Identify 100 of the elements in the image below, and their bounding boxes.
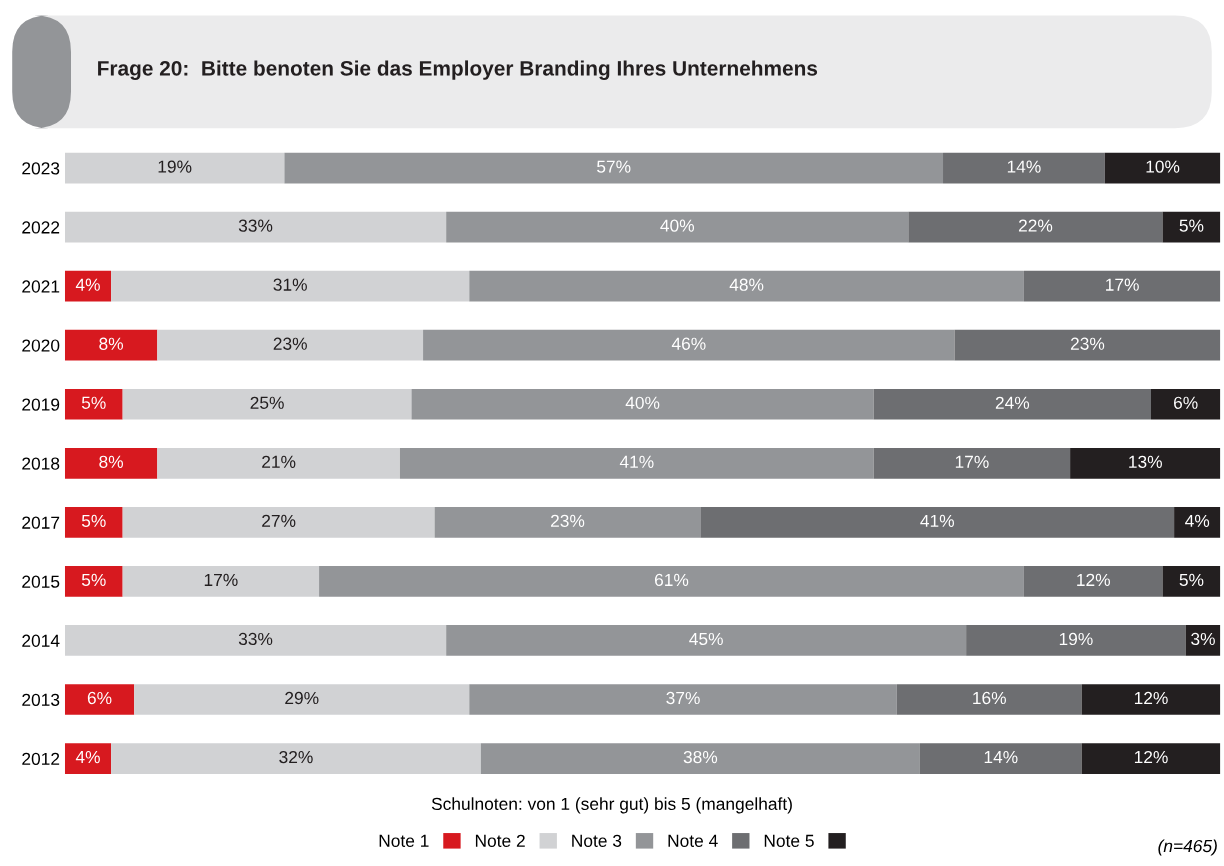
bar [122,507,435,538]
data-label: 4% [75,750,100,764]
bar [446,625,967,656]
data-label: 33% [238,632,273,646]
data-label: 5% [81,396,106,409]
bar [122,388,412,420]
bar [64,684,135,715]
bar [64,625,447,656]
data-label: 40% [625,396,660,409]
data-label: 24% [995,396,1030,409]
y-tick-label: 2019 [22,398,60,411]
bar [399,447,874,479]
bar [64,507,123,538]
bar [134,684,470,715]
chart-title: Frage 20: Bitte benoten Sie das Employer Branding Ihres Unternehmens [98,60,818,80]
data-label: 17% [204,573,238,586]
y-tick-label: 2015 [22,575,60,588]
bar [1162,566,1221,597]
bar [157,447,400,479]
bar [1151,388,1221,420]
data-label: 23% [1070,337,1105,350]
bar [919,743,1082,774]
data-label: 6% [1174,396,1198,409]
bar [1070,447,1221,479]
data-label: 37% [666,691,700,705]
y-tick-label: 2017 [22,516,60,529]
bar [1185,625,1221,656]
bar [434,507,701,538]
data-label: 23% [273,337,307,350]
y-tick-label: 2023 [22,162,60,175]
data-label: 17% [955,455,989,468]
y-tick-label: 2020 [22,339,60,352]
bar [908,211,1163,243]
data-label: 12% [1077,573,1110,586]
bar [896,684,1082,715]
bar [1081,743,1221,774]
data-label: 13% [1129,455,1162,468]
bar [1023,270,1221,302]
data-label: 14% [984,750,1018,764]
data-label: 19% [158,160,192,173]
data-label: 4% [75,278,100,291]
legend-label: Note 1 [379,834,429,847]
bar [319,566,1024,597]
data-label: 57% [597,160,631,173]
legend-label: Note 3 [572,834,622,847]
data-label: 61% [654,573,689,587]
data-label: 33% [238,219,273,232]
bar [423,329,955,361]
y-tick-label: 2021 [22,280,60,293]
data-label: 5% [81,514,106,528]
y-tick-label: 2012 [22,752,60,765]
data-label: 27% [262,514,296,527]
data-label: 4% [1185,514,1210,527]
data-label: 12% [1134,750,1168,764]
bar [1081,684,1221,715]
data-label: 19% [1059,632,1093,646]
legend-label: Note 2 [475,834,525,847]
bar [64,388,123,420]
data-label: 8% [99,455,124,468]
bar [157,329,424,361]
bar [480,743,920,774]
data-label: 40% [660,219,695,232]
data-label: 38% [683,750,718,764]
data-label: 17% [1106,278,1139,291]
text: (n=465) [1158,839,1217,856]
bar [64,152,285,184]
data-label: 32% [279,750,313,764]
bar [700,507,1175,538]
data-label: 29% [285,691,319,705]
bar [64,270,112,302]
y-tick-label: 2014 [22,634,60,647]
bar [122,566,320,597]
legend-label: Note 5 [764,834,814,847]
data-label: 41% [619,455,654,468]
bar [284,152,944,184]
data-label: 31% [273,278,307,291]
data-label: 5% [1179,219,1204,232]
bar [966,625,1186,656]
bar [64,743,112,774]
bar [1174,507,1221,538]
bar [64,447,158,479]
bar [111,743,481,774]
data-label: 16% [973,691,1006,705]
data-label: 3% [1191,632,1215,646]
bar [64,211,447,243]
bar [469,684,897,715]
data-label: 46% [671,337,706,350]
y-tick-label: 2022 [22,221,60,234]
bar [64,566,123,597]
bar [469,270,1024,302]
data-label: 41% [920,514,954,527]
data-label: 22% [1018,219,1053,232]
data-label: 8% [99,337,124,350]
bar [111,270,470,302]
data-label: 25% [250,396,284,409]
bar [1162,211,1221,243]
data-label: 21% [262,455,296,468]
data-label: 14% [1007,160,1041,173]
bar [873,388,1151,420]
bar [446,211,909,243]
